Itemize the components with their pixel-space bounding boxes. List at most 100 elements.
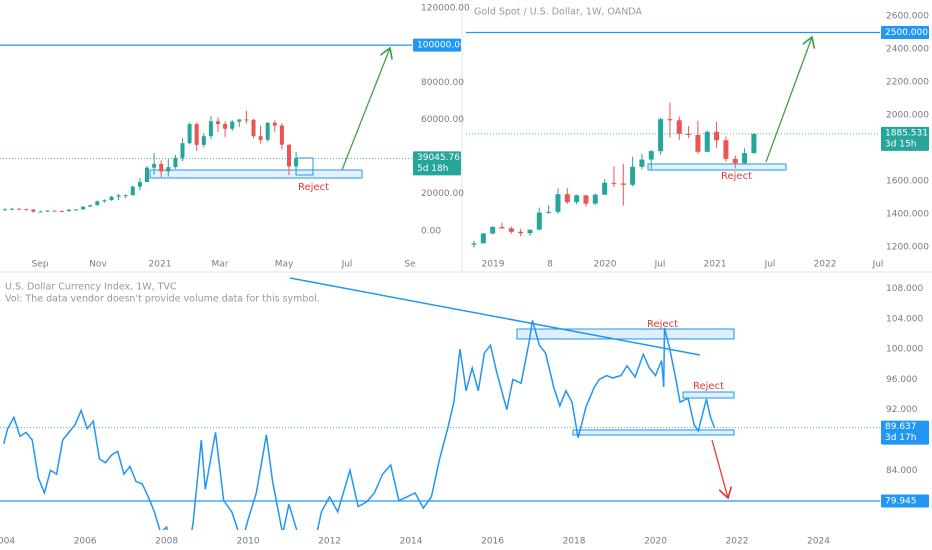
candle-body (180, 143, 185, 158)
candle-body (244, 119, 249, 121)
candle-body (471, 243, 477, 245)
candle-body (695, 134, 701, 152)
x-tick-label: Jul (654, 260, 666, 270)
y-tick-label: 80000.00 (421, 78, 464, 88)
y-tick-label: 96.000 (886, 375, 918, 385)
y-tick-label: 60000.00 (421, 115, 464, 125)
countdown-label: 3d 15h (885, 139, 916, 149)
chart-title: Gold Spot / U.S. Dollar, 1W, OANDA (474, 7, 642, 18)
candle-body (159, 163, 164, 172)
zone-box (516, 328, 735, 340)
candle-body (639, 159, 645, 167)
y-tick-label: 2600.000 (886, 12, 929, 22)
level-label: 79.945 (885, 496, 917, 506)
y-tick-label: 120000.00 (421, 3, 470, 13)
candle-body (480, 233, 486, 244)
countdown-label: 5d 18h (417, 164, 448, 174)
x-tick-label: Jul (872, 260, 884, 270)
candle-body (546, 211, 552, 213)
x-tick-label: 2021 (149, 260, 172, 270)
trend-line (289, 277, 701, 356)
x-tick-label: Sep (32, 260, 49, 270)
candle-body (152, 163, 157, 168)
x-tick-label: 2008 (155, 537, 178, 547)
candle-body (602, 182, 608, 195)
x-tick-label: 2018 (563, 537, 586, 547)
x-tick-label: 2016 (481, 537, 504, 547)
level-label-box (413, 38, 461, 52)
candle-body (648, 151, 654, 160)
x-tick-label: 8 (547, 260, 553, 270)
candle-body (31, 209, 36, 212)
candle-body (583, 195, 589, 204)
level-label-box (881, 26, 929, 40)
candle-body (187, 124, 192, 144)
candle-body (95, 201, 100, 206)
candle-body (527, 229, 533, 234)
candle-body (723, 140, 729, 159)
x-tick-label: 2019 (482, 260, 505, 270)
candle-body (704, 131, 710, 152)
y-tick-label: 2400.000 (886, 45, 929, 55)
x-tick-label: 2022 (726, 537, 749, 547)
candle-body (52, 210, 57, 212)
y-tick-label: 1200.000 (886, 242, 929, 252)
candle-body (88, 205, 93, 207)
x-tick-label: May (275, 260, 294, 270)
candle-body (490, 227, 496, 234)
candle-body (137, 182, 142, 187)
x-tick-label: 2012 (318, 537, 341, 547)
price-label-box (413, 151, 461, 176)
candle-body (630, 166, 636, 185)
chart-subtitle: Vol: The data vendor doesn't provide vol… (5, 294, 320, 305)
candle-body (38, 211, 43, 213)
x-tick-label: 2020 (594, 260, 617, 270)
candle-body (66, 209, 71, 212)
y-tick-label: 0.00 (421, 226, 441, 236)
candle-body (223, 124, 228, 129)
candle-body (742, 153, 748, 164)
series-line (2, 320, 716, 530)
x-tick-label: 2014 (400, 537, 423, 547)
candle-body (518, 231, 524, 234)
x-tick-label: Se (404, 260, 416, 270)
candle-body (592, 194, 598, 204)
candle-body (555, 194, 561, 212)
level-label-box (881, 494, 929, 508)
plot-area (2, 320, 716, 530)
x-tick-label: 2022 (814, 260, 837, 270)
y-tick-label: 104.000 (886, 314, 923, 324)
candle-body (714, 131, 720, 141)
price-label: 1885.531 (885, 128, 928, 138)
y-tick-label: 108.000 (886, 284, 923, 294)
price-label-box (881, 126, 929, 151)
arrow (765, 37, 812, 163)
annotation: Reject (721, 171, 752, 182)
x-tick-label: 2024 (807, 537, 830, 547)
candle-body (294, 158, 299, 167)
countdown-label: 3d 17h (885, 433, 916, 443)
candle-body (59, 210, 64, 212)
candle-body (166, 167, 171, 172)
candle-body (208, 121, 213, 137)
candle-body (216, 121, 220, 125)
candle-body (81, 206, 86, 210)
x-tick-label: 2004 (0, 537, 15, 547)
candle-body (251, 119, 256, 137)
candle-body (279, 125, 284, 145)
candle-body (230, 121, 235, 129)
candle-body (611, 182, 617, 184)
candle-body (676, 120, 682, 134)
candle-body (658, 119, 664, 152)
x-tick-label: Jul (764, 260, 776, 270)
x-tick-label: Mar (212, 260, 229, 270)
candle-body (45, 210, 50, 212)
candle-body (536, 212, 542, 230)
candle-body (287, 144, 291, 167)
price-label-box (881, 420, 929, 445)
candle-body (265, 122, 270, 140)
candle-body (109, 196, 114, 201)
zone-box (682, 391, 735, 399)
y-tick-label: 84.000 (886, 466, 918, 476)
zone-box (149, 169, 363, 179)
